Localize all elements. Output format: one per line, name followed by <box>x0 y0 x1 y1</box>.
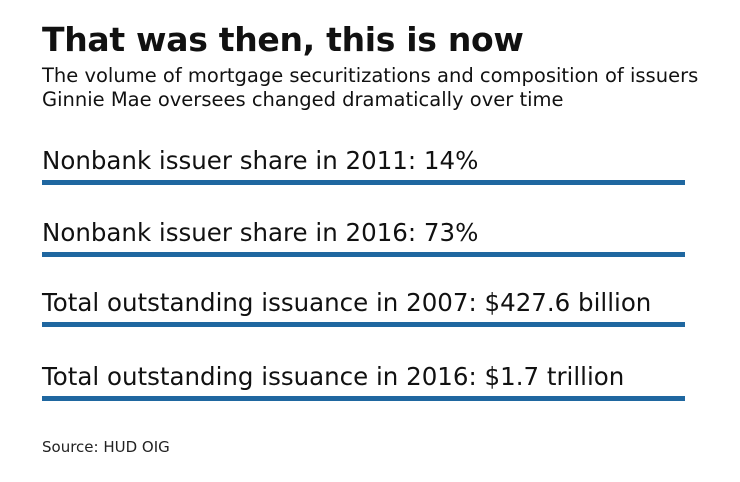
page-title: That was then, this is now <box>42 20 524 59</box>
stat-item: Nonbank issuer share in 2016: 73% <box>42 218 685 257</box>
subtitle: The volume of mortgage securitizations a… <box>42 64 699 111</box>
stat-item: Nonbank issuer share in 2011: 14% <box>42 146 685 185</box>
stat-label: Total outstanding issuance in 2007: $427… <box>42 288 652 317</box>
stat-underline <box>42 252 685 257</box>
stat-item: Total outstanding issuance in 2016: $1.7… <box>42 362 685 401</box>
stat-label: Nonbank issuer share in 2016: 73% <box>42 218 479 247</box>
source-note: Source: HUD OIG <box>42 438 170 456</box>
stat-label: Nonbank issuer share in 2011: 14% <box>42 146 479 175</box>
stat-item: Total outstanding issuance in 2007: $427… <box>42 288 685 327</box>
stat-label: Total outstanding issuance in 2016: $1.7… <box>42 362 625 391</box>
stat-underline <box>42 396 685 401</box>
stat-underline <box>42 180 685 185</box>
stat-underline <box>42 322 685 327</box>
